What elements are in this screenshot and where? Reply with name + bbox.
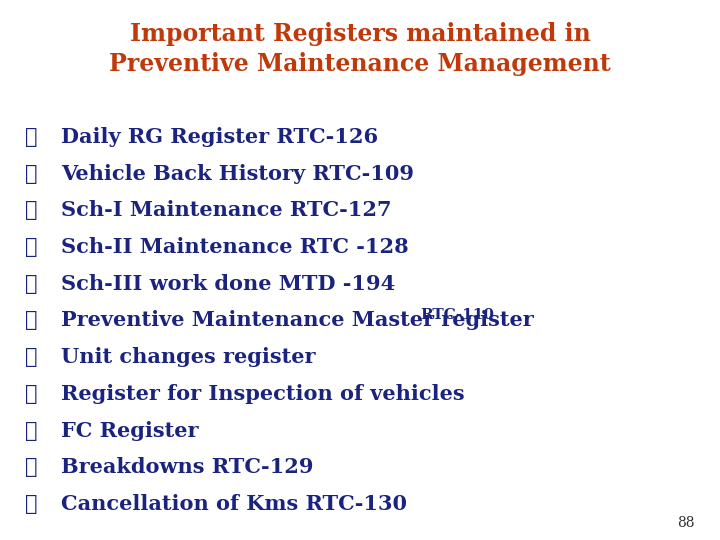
Text: Daily RG Register RTC-126: Daily RG Register RTC-126	[61, 127, 378, 147]
Text: Sch-I Maintenance RTC-127: Sch-I Maintenance RTC-127	[61, 200, 392, 220]
Text: Breakdowns RTC-129: Breakdowns RTC-129	[61, 457, 314, 477]
Text: Cancellation of Kms RTC-130: Cancellation of Kms RTC-130	[61, 494, 408, 514]
Text: Preventive Maintenance Master register: Preventive Maintenance Master register	[61, 310, 541, 330]
Text: ➢: ➢	[25, 237, 37, 257]
Text: 88: 88	[678, 516, 695, 530]
Text: ➢: ➢	[25, 347, 37, 367]
Text: ➢: ➢	[25, 310, 37, 330]
Text: ➢: ➢	[25, 457, 37, 477]
Text: Vehicle Back History RTC-109: Vehicle Back History RTC-109	[61, 164, 414, 184]
Text: ➢: ➢	[25, 274, 37, 294]
Text: Sch-III work done MTD -194: Sch-III work done MTD -194	[61, 274, 395, 294]
Text: ➢: ➢	[25, 164, 37, 184]
Text: ➢: ➢	[25, 127, 37, 147]
Text: Sch-II Maintenance RTC -128: Sch-II Maintenance RTC -128	[61, 237, 409, 257]
Text: ➢: ➢	[25, 200, 37, 220]
Text: RTC-110: RTC-110	[420, 308, 494, 322]
Text: ➢: ➢	[25, 494, 37, 514]
Text: Important Registers maintained in
Preventive Maintenance Management: Important Registers maintained in Preven…	[109, 22, 611, 76]
Text: ➢: ➢	[25, 384, 37, 404]
Text: FC Register: FC Register	[61, 421, 199, 441]
Text: Register for Inspection of vehicles: Register for Inspection of vehicles	[61, 384, 465, 404]
Text: Unit changes register: Unit changes register	[61, 347, 315, 367]
Text: ➢: ➢	[25, 421, 37, 441]
